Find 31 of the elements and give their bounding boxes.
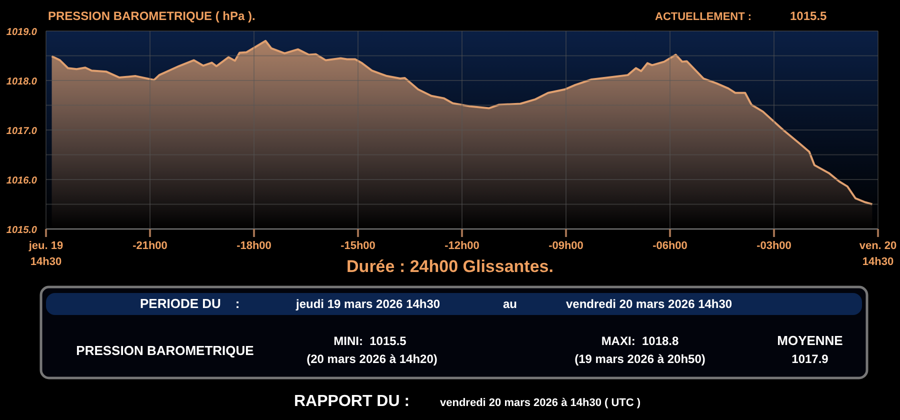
x-tick-label: -21h00 (132, 240, 168, 252)
text: ACTUELLEMENT : (655, 11, 752, 23)
text: 1017.9 (792, 352, 829, 366)
text: MAXI: 1018.8 (601, 334, 680, 348)
text: (20 mars 2026 à 14h20) (306, 352, 438, 366)
x-tick-label: jeu. 19 14h30 (28, 240, 64, 268)
x-tick-label: -06h00 (652, 240, 688, 252)
chart-title: PRESSION BAROMETRIQUE ( hPa ). (48, 9, 256, 23)
x-tick-label: -18h00 (236, 240, 272, 252)
x-tick-label: -15h00 (340, 240, 376, 252)
text: MOYENNE (777, 333, 844, 348)
x-tick-label: -03h00 (756, 240, 792, 252)
text: 1015.5 (790, 9, 828, 23)
text: (19 mars 2026 à 20h50) (574, 352, 706, 366)
text: vendredi 20 mars 2026 à 14h30 ( UTC ) (440, 397, 641, 409)
text: PERIODE DU : (140, 296, 240, 311)
y-tick-label: 1016.0 (6, 176, 38, 186)
y-tick-label: 1017.0 (6, 126, 38, 137)
y-tick-label: 1018.0 (6, 76, 38, 88)
text: MINI: 1015.5 (334, 334, 407, 348)
text: Durée : 24h00 Glissantes. (346, 257, 554, 276)
text: vendredi 20 mars 2026 14h30 (566, 297, 732, 311)
text: RAPPORT DU : (294, 393, 410, 410)
text: jeudi 19 mars 2026 14h30 (295, 297, 440, 311)
text: PRESSION BAROMETRIQUE (76, 343, 254, 358)
text: au (502, 297, 518, 311)
x-tick-label: -09h00 (548, 240, 584, 252)
x-tick-label: -12h00 (444, 240, 480, 252)
y-tick-label: 1015.0 (6, 225, 38, 236)
x-tick-label: ven. 20 14h30 (859, 240, 897, 268)
y-tick-label: 1019.0 (6, 27, 38, 38)
